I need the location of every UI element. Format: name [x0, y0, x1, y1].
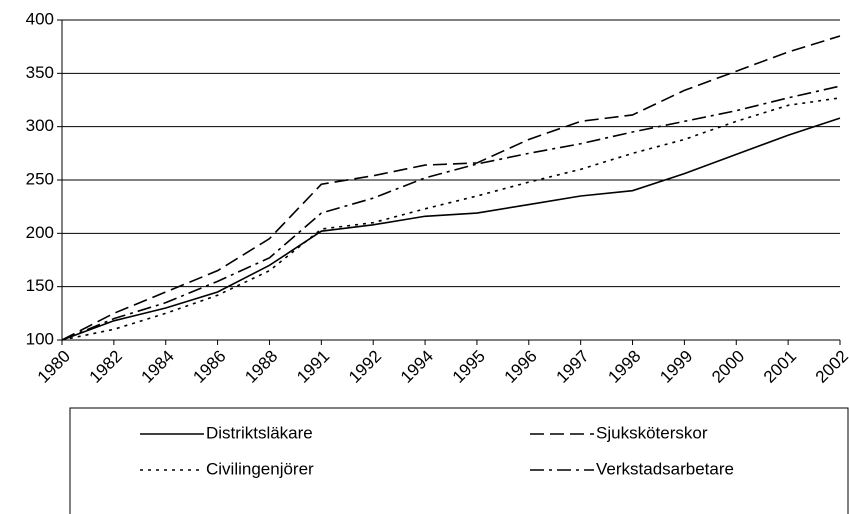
x-tick-label: 1982 [86, 347, 126, 387]
x-tick-label: 1992 [345, 347, 385, 387]
x-tick-label: 2002 [812, 347, 849, 387]
series-line [61, 85, 841, 341]
series-line [61, 97, 841, 341]
x-tick-label: 1980 [34, 347, 74, 387]
x-tick-label: 1995 [449, 347, 489, 387]
x-tick-label: 1997 [552, 347, 592, 387]
x-tick-label: 1986 [189, 347, 229, 387]
x-tick-label: 1998 [604, 347, 644, 387]
x-tick-label: 1984 [138, 347, 178, 387]
legend-label: Sjuksköterskor [596, 423, 708, 442]
y-tick-label: 150 [26, 276, 54, 295]
x-tick-label: 1991 [293, 347, 333, 387]
series-line [61, 35, 841, 341]
series-line [61, 117, 841, 341]
y-tick-label: 300 [26, 116, 54, 135]
y-tick-label: 400 [26, 9, 54, 28]
legend-box [69, 407, 849, 514]
x-tick-label: 1988 [241, 347, 281, 387]
y-tick-label: 250 [26, 169, 54, 188]
x-tick-label: 2001 [760, 347, 800, 387]
y-tick-label: 350 [26, 63, 54, 82]
x-tick-label: 1999 [656, 347, 696, 387]
x-tick-label: 1994 [397, 347, 437, 387]
x-tick-label: 2000 [708, 347, 748, 387]
legend-label: Distriktsläkare [206, 423, 313, 442]
legend-label: Verkstadsarbetare [596, 459, 734, 478]
y-tick-label: 100 [26, 329, 54, 348]
legend-label: Civilingenjörer [206, 459, 314, 478]
x-tick-label: 1996 [501, 347, 541, 387]
y-tick-label: 200 [26, 223, 54, 242]
